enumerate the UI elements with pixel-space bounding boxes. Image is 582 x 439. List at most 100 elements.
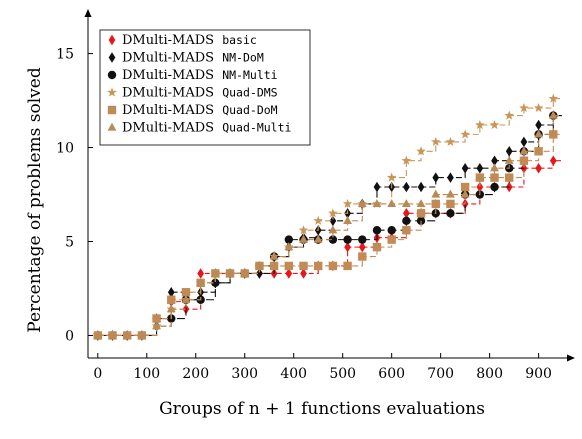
data-point [299,261,308,271]
x-tick-label: 900 [525,366,552,382]
data-point [343,235,352,244]
legend-label: DMulti-MADS Quad-Multi [122,121,292,136]
data-point [505,146,513,157]
x-tick-label: 700 [427,366,454,382]
data-point [447,172,454,183]
data-point [196,278,206,286]
legend-label: DMulti-MADS NM-DoM [122,51,264,66]
data-point [519,156,529,165]
data-point [386,172,397,182]
data-point [358,252,367,261]
legend-item: DMulti-MADS Quad-DMS [107,86,278,101]
data-point [328,225,338,234]
legend-marker [107,87,117,97]
data-point [225,268,235,277]
legend-label-variant: Quad-Multi [222,121,291,135]
data-point [417,181,425,193]
data-point [489,119,500,130]
data-point [181,288,191,297]
data-point [549,130,558,139]
data-point [475,172,485,181]
data-point [520,136,528,148]
data-point [416,209,426,218]
data-point [372,226,382,235]
x-axis-title: Groups of n + 1 functions evaluations [159,399,485,419]
y-tick-label: 5 [65,234,74,250]
legend-label-variant: Quad-DoM [222,103,277,117]
data-point [533,103,544,113]
legend-label-prefix: DMulti-MADS [122,86,218,101]
legend-label-prefix: DMulti-MADS [122,121,218,136]
legend-label-variant: NM-Multi [222,68,277,82]
data-point [197,268,205,279]
legend-label: DMulti-MADS Quad-DMS [122,86,278,101]
data-point [299,234,308,243]
x-tick-label: 800 [476,366,503,382]
data-point [504,110,515,120]
data-point [432,172,440,183]
data-point [403,208,410,219]
data-point [181,294,191,303]
data-point [300,268,307,279]
data-point [344,241,351,253]
data-point [460,129,470,139]
data-point [416,146,426,156]
legend-item: DMulti-MADS basic [108,33,257,48]
legend-marker [107,122,117,131]
series-quad-multi [93,110,562,339]
data-point [534,129,544,138]
legend-item: DMulti-MADS Quad-DoM [107,103,278,118]
y-tick-label: 15 [56,47,74,63]
legend-marker [107,105,117,115]
legend-marker [108,34,116,46]
data-point [108,330,117,339]
data-point [372,242,382,252]
data-point [535,119,542,131]
data-point [152,321,161,330]
legend-marker [107,70,117,80]
data-point [490,182,499,192]
series-nm-multi [93,111,562,340]
data-point [298,225,309,235]
data-point [401,199,411,208]
series-quad-dom [93,130,562,340]
data-point [387,235,396,244]
y-tick-label: 10 [56,141,74,157]
data-point [491,155,498,166]
legend-label-prefix: DMulti-MADS [122,103,218,118]
data-point [166,304,176,313]
data-point [446,199,455,209]
data-point [505,173,514,182]
data-point [358,241,366,253]
y-tick-label: 0 [65,328,74,344]
data-point [373,181,381,193]
data-point [357,199,367,208]
data-point [446,209,455,218]
data-point [211,278,220,288]
data-point [430,136,441,146]
data-point [342,198,353,208]
series-layer [93,93,562,341]
legend-label-prefix: DMulti-MADS [122,51,218,66]
series-line [97,160,562,337]
legend-label: DMulti-MADS basic [122,33,257,48]
data-point [402,226,411,235]
data-point [402,216,411,226]
data-point [476,162,484,174]
data-point [446,189,455,198]
legend-marker [108,52,116,63]
data-point [519,146,529,155]
x-tick-label: 200 [182,366,209,382]
legend-label: DMulti-MADS Quad-DoM [122,103,278,118]
data-point [476,181,484,193]
legend-item: DMulti-MADS NM-Multi [107,68,278,83]
legend-box [99,29,311,146]
x-tick-label: 600 [378,366,405,382]
data-point [284,242,294,251]
x-tick-label: 100 [133,366,160,382]
data-point [548,93,559,103]
data-point [387,199,397,208]
data-point [535,162,542,174]
data-point [137,330,147,339]
